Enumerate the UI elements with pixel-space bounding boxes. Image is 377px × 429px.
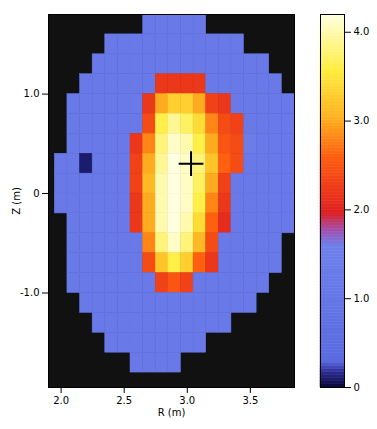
svg-text:1.0: 1.0 bbox=[354, 293, 370, 304]
svg-text:3.5: 3.5 bbox=[242, 395, 258, 406]
svg-text:-1.0: -1.0 bbox=[20, 287, 40, 298]
svg-text:0: 0 bbox=[33, 188, 39, 199]
svg-text:3.0: 3.0 bbox=[354, 115, 370, 126]
svg-text:3.0: 3.0 bbox=[179, 395, 195, 406]
svg-text:Z (m): Z (m) bbox=[11, 187, 22, 215]
svg-text:1.0: 1.0 bbox=[24, 88, 40, 99]
svg-text:4.0: 4.0 bbox=[354, 26, 370, 37]
svg-text:R (m): R (m) bbox=[158, 407, 186, 418]
svg-text:2.5: 2.5 bbox=[116, 395, 132, 406]
svg-text:0: 0 bbox=[354, 382, 360, 393]
svg-text:2.0: 2.0 bbox=[354, 204, 370, 215]
svg-text:2.0: 2.0 bbox=[53, 395, 69, 406]
